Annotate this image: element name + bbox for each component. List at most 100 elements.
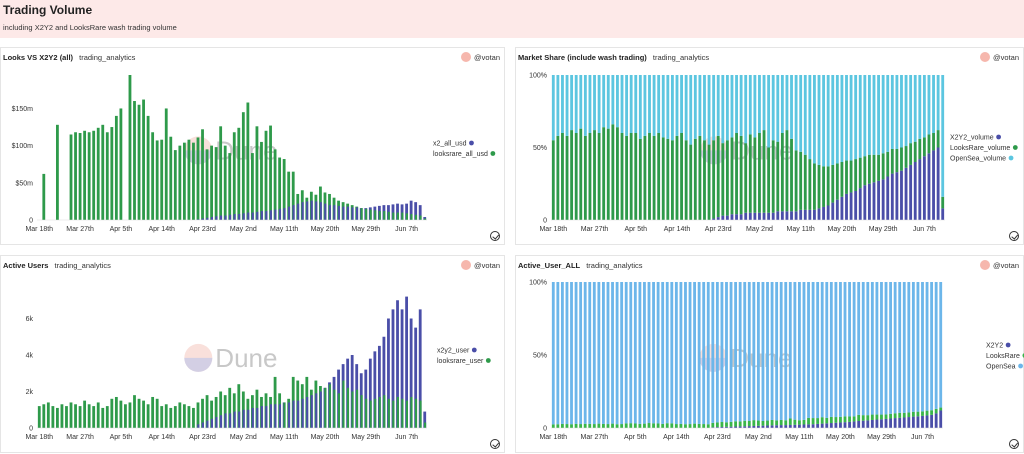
bar bbox=[711, 422, 715, 428]
bar bbox=[625, 135, 629, 220]
legend-label: OpenSea bbox=[986, 364, 1016, 371]
bar bbox=[92, 406, 96, 428]
bar bbox=[889, 418, 892, 428]
bar bbox=[771, 140, 775, 213]
bar bbox=[206, 217, 209, 220]
bar bbox=[196, 402, 200, 428]
check-icon[interactable] bbox=[490, 439, 500, 449]
check-icon[interactable] bbox=[490, 231, 500, 241]
avatar bbox=[980, 52, 991, 62]
bar bbox=[816, 423, 820, 428]
bar bbox=[374, 210, 377, 220]
bar bbox=[597, 133, 601, 220]
bar bbox=[875, 414, 879, 420]
x-tick-label: Apr 5th bbox=[624, 226, 647, 233]
bar bbox=[137, 104, 141, 220]
panel-looks-vs-x2y2[interactable]: Looks VS X2Y2 (all) trading_analytics @v… bbox=[0, 47, 505, 245]
bar bbox=[597, 282, 601, 424]
bar bbox=[835, 199, 839, 220]
bar bbox=[155, 140, 159, 220]
bar bbox=[382, 336, 386, 428]
bar bbox=[105, 132, 109, 220]
author[interactable]: @votan bbox=[980, 52, 1019, 62]
bar bbox=[880, 419, 883, 428]
bar bbox=[939, 282, 943, 408]
bar bbox=[670, 282, 674, 424]
bar bbox=[401, 212, 404, 220]
bar bbox=[725, 422, 728, 427]
legend-swatch bbox=[1012, 145, 1018, 150]
bar bbox=[611, 282, 614, 424]
bar bbox=[661, 137, 665, 220]
legend-label: x2_all_usd bbox=[433, 141, 467, 148]
bar bbox=[775, 425, 779, 428]
panel-active-user-all[interactable]: Active_User_ALL trading_analytics @votan… bbox=[515, 255, 1024, 453]
y-tick-label: 50% bbox=[533, 145, 547, 152]
bar bbox=[633, 423, 637, 428]
bar bbox=[369, 400, 372, 428]
panel-market-share[interactable]: Market Share (include wash trading) trad… bbox=[515, 47, 1024, 245]
bar bbox=[638, 75, 642, 139]
bar bbox=[863, 185, 867, 220]
bar bbox=[219, 215, 223, 220]
panel-tag[interactable]: trading_analytics bbox=[79, 53, 136, 62]
bar bbox=[788, 424, 792, 428]
bar bbox=[829, 416, 833, 424]
panel-tag[interactable]: trading_analytics bbox=[54, 261, 111, 270]
dashboard-title: Trading Volume bbox=[3, 3, 93, 17]
bar bbox=[913, 141, 917, 162]
bar bbox=[880, 282, 883, 415]
bar bbox=[716, 75, 720, 136]
bar bbox=[802, 419, 806, 425]
bar bbox=[178, 145, 182, 220]
bar bbox=[565, 424, 569, 428]
bar bbox=[410, 396, 413, 428]
bar bbox=[283, 402, 286, 428]
bar bbox=[364, 369, 368, 428]
bar bbox=[561, 75, 564, 133]
bar bbox=[666, 75, 670, 139]
author[interactable]: @votan bbox=[980, 260, 1019, 270]
bar bbox=[419, 215, 422, 220]
check-icon[interactable] bbox=[1009, 439, 1019, 449]
bar bbox=[845, 75, 848, 161]
bar bbox=[224, 215, 227, 220]
bar bbox=[656, 423, 660, 428]
bar bbox=[251, 153, 254, 220]
bar bbox=[875, 282, 879, 415]
bar bbox=[310, 395, 313, 428]
bar bbox=[785, 130, 789, 212]
bar bbox=[96, 402, 100, 428]
author[interactable]: @votan bbox=[461, 260, 500, 270]
check-icon[interactable] bbox=[1009, 231, 1019, 241]
author[interactable]: @votan bbox=[461, 52, 500, 62]
bar bbox=[570, 75, 574, 131]
x-tick-label: May 2nd bbox=[746, 226, 773, 233]
bar bbox=[223, 395, 227, 428]
bar bbox=[365, 208, 368, 220]
bar bbox=[410, 214, 413, 220]
bar bbox=[867, 183, 871, 220]
bar bbox=[565, 75, 569, 136]
bar bbox=[941, 208, 945, 220]
bar bbox=[720, 282, 724, 423]
bar bbox=[922, 137, 926, 157]
bar bbox=[629, 133, 633, 220]
x-tick-label: Apr 5th bbox=[624, 434, 647, 441]
bar bbox=[74, 404, 77, 428]
bar bbox=[670, 75, 674, 141]
panel-tag[interactable]: trading_analytics bbox=[652, 53, 710, 62]
bar bbox=[606, 282, 610, 425]
bar bbox=[770, 425, 774, 428]
bar bbox=[872, 154, 876, 183]
bar bbox=[941, 196, 945, 209]
bar bbox=[863, 75, 867, 157]
bar bbox=[748, 212, 752, 220]
panel-tag[interactable]: trading_analytics bbox=[586, 261, 643, 270]
panel-active-users[interactable]: Active Users trading_analytics @votan Du… bbox=[0, 255, 505, 453]
bar bbox=[65, 406, 68, 428]
y-tick-label: 0 bbox=[543, 218, 547, 225]
bar bbox=[228, 153, 232, 220]
bar bbox=[638, 282, 642, 424]
